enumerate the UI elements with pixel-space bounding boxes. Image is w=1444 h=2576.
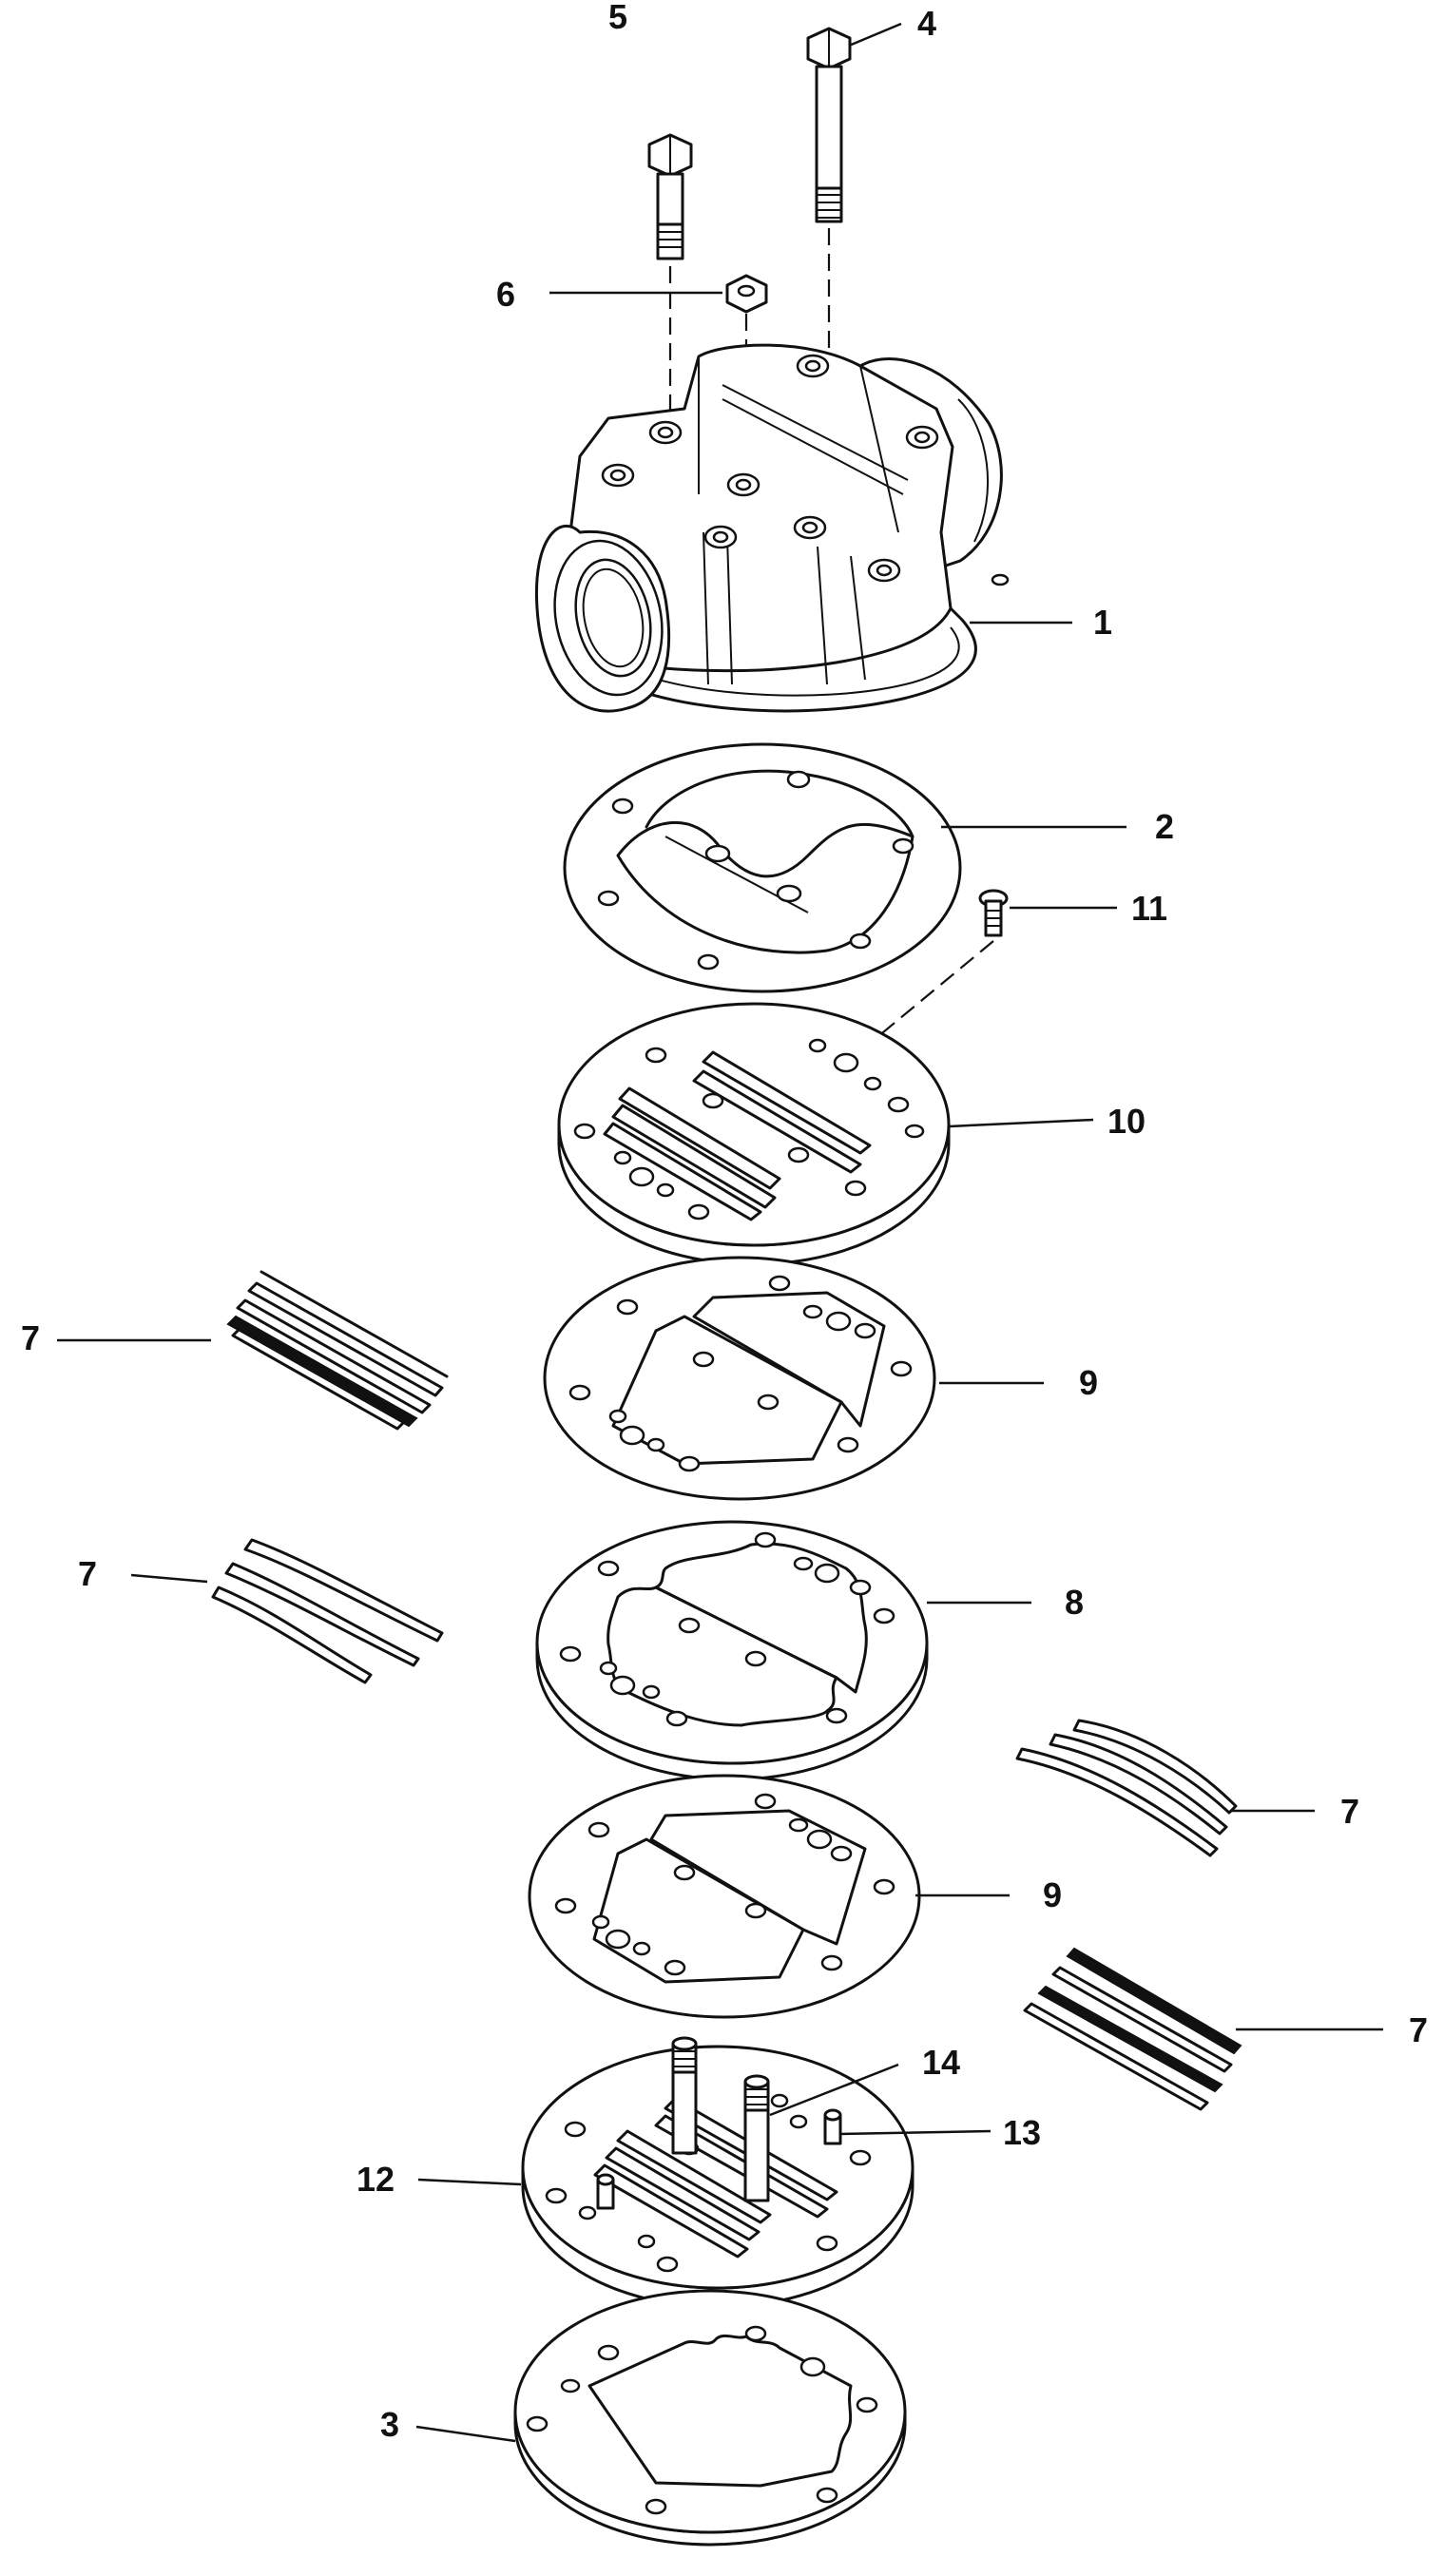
callout-6: 6 (496, 275, 515, 314)
screw-part-11 (855, 889, 1009, 1056)
reed-valves-part-7-middle-left (211, 1538, 444, 1684)
gasket-part-3 (513, 2289, 907, 2547)
leader-lines (57, 22, 1383, 2443)
reed-valves-part-7-lower-right (1023, 1947, 1242, 2111)
gasket-part-2 (563, 742, 962, 993)
callout-9-lower: 9 (1043, 1875, 1062, 1914)
reed-valves-part-7-middle-right (1015, 1719, 1238, 1857)
callout-1: 1 (1093, 603, 1112, 642)
callout-8: 8 (1065, 1583, 1084, 1622)
bolt-long-part-4 (806, 27, 852, 356)
cylinder-head-part-1 (534, 343, 1010, 713)
callout-5: 5 (608, 0, 627, 36)
stud-part-14 (671, 2036, 770, 2202)
callout-2: 2 (1155, 807, 1174, 846)
callout-7-middle-left: 7 (78, 1554, 97, 1593)
callout-14: 14 (922, 2043, 960, 2082)
valve-plate-part-12 (521, 2045, 915, 2309)
callout-9-upper: 9 (1079, 1363, 1098, 1402)
callout-10: 10 (1107, 1102, 1146, 1141)
callout-7-upper-left: 7 (21, 1318, 40, 1357)
dowel-pin-part-13 (596, 2108, 842, 2210)
gasket-part-9-lower (528, 1774, 921, 2019)
gasket-part-9-upper (543, 1256, 936, 1501)
valve-plate-part-8 (535, 1520, 929, 1781)
callout-13: 13 (1003, 2113, 1041, 2152)
callout-7-lower-right: 7 (1409, 2010, 1428, 2049)
callout-4: 4 (917, 4, 936, 43)
reed-valves-part-7-upper-left (226, 1270, 449, 1431)
valve-plate-part-10 (557, 1002, 951, 1266)
bolt-short-part-5 (647, 133, 693, 418)
callout-7-middle-right: 7 (1340, 1792, 1359, 1831)
callout-3: 3 (380, 2405, 399, 2444)
callout-11: 11 (1131, 889, 1167, 928)
callout-12: 12 (356, 2160, 395, 2199)
